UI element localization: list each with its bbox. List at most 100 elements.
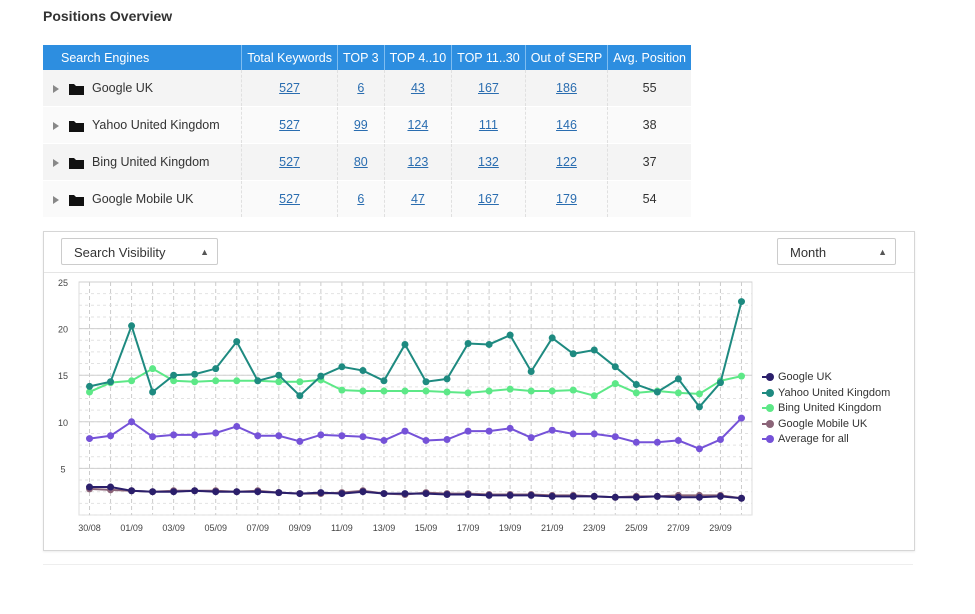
data-point (338, 490, 346, 498)
data-point (296, 490, 304, 498)
top11-30-cell: 167 (451, 70, 526, 107)
data-point (569, 386, 577, 394)
out-of-serp-cell: 146 (524, 106, 608, 144)
top4-10-cell: 123 (383, 143, 452, 181)
table-row: Bing United Kingdom 527 80 123 132 122 37 (43, 143, 691, 181)
data-point (695, 390, 703, 398)
total-keywords-link[interactable]: 527 (279, 118, 300, 132)
top11-30-link[interactable]: 167 (478, 81, 499, 95)
total-keywords-cell: 527 (241, 106, 338, 144)
data-point (338, 386, 346, 394)
top4-10-link[interactable]: 123 (407, 155, 429, 169)
data-point (506, 491, 514, 499)
legend-label: Average for all (778, 433, 849, 445)
out-of-serp-cell: 179 (524, 180, 608, 218)
data-point (548, 387, 556, 395)
data-point (569, 430, 577, 438)
data-point (212, 377, 220, 385)
y-tick-label: 20 (58, 325, 68, 335)
data-point (611, 493, 619, 501)
header-avg-position[interactable]: Avg. Position (607, 45, 691, 70)
data-point (359, 488, 367, 496)
top11-30-link[interactable]: 111 (478, 118, 498, 132)
legend-item[interactable]: Google UK (762, 370, 890, 386)
engine-cell[interactable]: Google UK (43, 70, 242, 107)
total-keywords-cell: 527 (241, 180, 338, 218)
expand-arrow-icon[interactable] (53, 121, 59, 130)
top4-10-link[interactable]: 124 (407, 118, 429, 132)
engine-cell[interactable]: Bing United Kingdom (43, 143, 242, 181)
x-tick-label: 09/09 (289, 523, 312, 533)
legend-item[interactable]: Google Mobile UK (762, 417, 890, 433)
data-point (254, 488, 262, 496)
top3-link[interactable]: 6 (357, 192, 365, 206)
x-tick-label: 27/09 (667, 523, 690, 533)
data-point (653, 492, 661, 500)
top4-10-link[interactable]: 47 (410, 192, 425, 206)
top3-link[interactable]: 80 (353, 155, 368, 169)
data-point (485, 427, 493, 435)
x-tick-label: 30/08 (78, 523, 101, 533)
out-of-serp-link[interactable]: 146 (556, 118, 577, 132)
top11-30-link[interactable]: 132 (478, 155, 499, 169)
data-point (401, 387, 409, 395)
series-line (89, 301, 743, 409)
header-total-keywords[interactable]: Total Keywords (241, 45, 338, 70)
data-point (170, 377, 178, 385)
header-top11-30[interactable]: TOP 11..30 (451, 45, 526, 70)
legend-marker-icon (762, 373, 774, 382)
top3-cell: 80 (336, 143, 385, 181)
top4-10-link[interactable]: 43 (410, 81, 425, 95)
data-point (506, 385, 514, 393)
total-keywords-link[interactable]: 527 (279, 155, 300, 169)
data-point (359, 387, 367, 395)
avg-position-value: 37 (642, 155, 657, 169)
data-point (422, 378, 430, 386)
out-of-serp-link[interactable]: 179 (556, 192, 577, 206)
engine-cell[interactable]: Yahoo United Kingdom (43, 106, 242, 144)
metric-select[interactable]: Search Visibility ▲ (61, 238, 218, 265)
out-of-serp-link[interactable]: 186 (556, 81, 577, 95)
data-point (632, 389, 640, 397)
data-point (506, 331, 514, 339)
header-out-of-serp[interactable]: Out of SERP (525, 45, 609, 70)
total-keywords-link[interactable]: 527 (279, 81, 300, 95)
data-point (674, 375, 682, 383)
data-point (632, 493, 640, 501)
period-select[interactable]: Month ▲ (777, 238, 896, 265)
data-point (380, 387, 388, 395)
x-tick-label: 21/09 (541, 523, 564, 533)
engine-cell[interactable]: Google Mobile UK (43, 180, 242, 218)
engine-name: Google Mobile UK (92, 192, 194, 206)
top3-link[interactable]: 99 (353, 118, 368, 132)
legend-item[interactable]: Yahoo United Kingdom (762, 386, 890, 402)
header-top4-10[interactable]: TOP 4..10 (384, 45, 453, 70)
data-point (464, 490, 472, 498)
top3-link[interactable]: 6 (357, 81, 365, 95)
top11-30-link[interactable]: 167 (478, 192, 499, 206)
header-top3[interactable]: TOP 3 (337, 45, 385, 70)
avg-position-value: 54 (642, 192, 657, 206)
header-search-engines[interactable]: Search Engines (43, 45, 243, 70)
data-point (506, 424, 514, 432)
data-point (107, 483, 115, 491)
data-point (212, 365, 220, 373)
out-of-serp-link[interactable]: 122 (556, 155, 577, 169)
total-keywords-link[interactable]: 527 (279, 192, 300, 206)
data-point (737, 414, 745, 422)
expand-arrow-icon[interactable] (53, 84, 59, 93)
x-tick-label: 07/09 (247, 523, 270, 533)
out-of-serp-cell: 186 (524, 70, 608, 107)
legend-label: Google Mobile UK (778, 417, 868, 430)
expand-arrow-icon[interactable] (53, 158, 59, 167)
avg-position-value: 55 (642, 81, 657, 95)
data-point (716, 492, 724, 500)
expand-arrow-icon[interactable] (53, 195, 59, 204)
x-tick-label: 13/09 (373, 523, 396, 533)
out-of-serp-cell: 122 (524, 143, 608, 181)
legend-item[interactable]: Bing United Kingdom (762, 401, 890, 417)
folder-icon (69, 194, 84, 206)
legend-item[interactable]: Average for all (762, 432, 890, 448)
select-arrows-icon: ▲ (200, 247, 209, 257)
data-point (443, 375, 451, 383)
